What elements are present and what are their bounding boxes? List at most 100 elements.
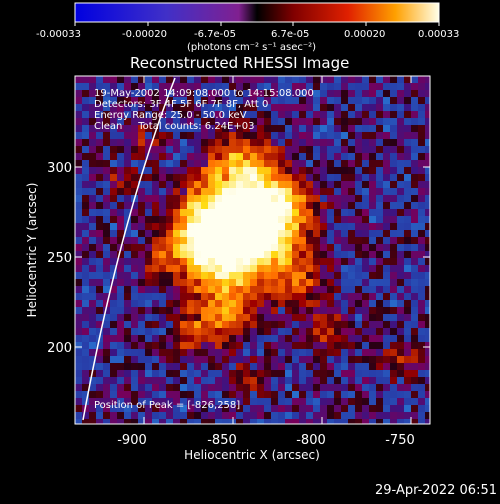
heatmap-cell	[194, 307, 201, 314]
heatmap-cell	[103, 272, 110, 279]
heatmap-cell	[306, 244, 313, 251]
heatmap-cell	[383, 83, 390, 90]
heatmap-cell	[320, 377, 327, 384]
heatmap-cell	[397, 272, 404, 279]
heatmap-cell	[369, 314, 376, 321]
heatmap-cell	[411, 167, 418, 174]
heatmap-cell	[201, 209, 208, 216]
heatmap-cell	[425, 167, 430, 174]
heatmap-cell	[215, 181, 222, 188]
heatmap-cell	[124, 405, 131, 412]
heatmap-cell	[299, 356, 306, 363]
heatmap-cell	[138, 181, 145, 188]
heatmap-cell	[222, 174, 229, 181]
heatmap-cell	[201, 251, 208, 258]
heatmap-cell	[152, 251, 159, 258]
heatmap-cell	[313, 384, 320, 391]
heatmap-cell	[103, 202, 110, 209]
heatmap-cell	[390, 104, 397, 111]
heatmap-cell	[390, 377, 397, 384]
heatmap-cell	[397, 167, 404, 174]
heatmap-cell	[341, 174, 348, 181]
heatmap-cell	[257, 139, 264, 146]
heatmap-cell	[96, 258, 103, 265]
heatmap-cell	[117, 370, 124, 377]
heatmap-cell	[82, 76, 89, 83]
heatmap-cell	[75, 307, 82, 314]
heatmap-cell	[362, 335, 369, 342]
heatmap-cell	[271, 349, 278, 356]
heatmap-cell	[250, 307, 257, 314]
heatmap-cell	[418, 384, 425, 391]
heatmap-cell	[82, 195, 89, 202]
heatmap-cell	[362, 363, 369, 370]
heatmap-cell	[292, 384, 299, 391]
heatmap-cell	[418, 391, 425, 398]
heatmap-cell	[264, 349, 271, 356]
heatmap-cell	[383, 272, 390, 279]
heatmap-cell	[194, 230, 201, 237]
heatmap-cell	[159, 209, 166, 216]
heatmap-cell	[124, 377, 131, 384]
heatmap-cell	[390, 356, 397, 363]
heatmap-cell	[89, 160, 96, 167]
heatmap-cell	[327, 328, 334, 335]
heatmap-cell	[82, 167, 89, 174]
heatmap-cell	[271, 314, 278, 321]
heatmap-cell	[390, 181, 397, 188]
colorbar-tick-label: 0.00033	[418, 29, 459, 40]
heatmap-cell	[194, 244, 201, 251]
heatmap-cell	[306, 349, 313, 356]
heatmap-cell	[82, 251, 89, 258]
heatmap-cell	[299, 342, 306, 349]
heatmap-cell	[376, 104, 383, 111]
heatmap-cell	[194, 160, 201, 167]
heatmap-cell	[215, 286, 222, 293]
heatmap-cell	[236, 391, 243, 398]
heatmap-cell	[299, 412, 306, 419]
heatmap-cell	[390, 132, 397, 139]
heatmap-cell	[257, 223, 264, 230]
heatmap-cell	[383, 412, 390, 419]
heatmap-cell	[418, 97, 425, 104]
heatmap-cell	[376, 398, 383, 405]
heatmap-cell	[404, 384, 411, 391]
heatmap-cell	[355, 125, 362, 132]
heatmap-cell	[194, 188, 201, 195]
heatmap-cell	[355, 293, 362, 300]
heatmap-cell	[138, 412, 145, 419]
heatmap-cell	[264, 300, 271, 307]
heatmap-cell	[173, 335, 180, 342]
heatmap-cell	[208, 384, 215, 391]
heatmap-cell	[82, 181, 89, 188]
heatmap-cell	[257, 209, 264, 216]
heatmap-cell	[180, 370, 187, 377]
heatmap-cell	[152, 174, 159, 181]
heatmap-cell	[348, 104, 355, 111]
heatmap-cell	[369, 300, 376, 307]
heatmap-cell	[229, 244, 236, 251]
heatmap-cell	[194, 321, 201, 328]
heatmap-cell	[145, 83, 152, 90]
heatmap-cell	[131, 132, 138, 139]
heatmap-cell	[96, 419, 103, 424]
heatmap-cell	[243, 153, 250, 160]
heatmap-cell	[383, 307, 390, 314]
heatmap-cell	[180, 356, 187, 363]
heatmap-cell	[418, 286, 425, 293]
heatmap-cell	[278, 349, 285, 356]
heatmap-cell	[152, 104, 159, 111]
heatmap-cell	[201, 167, 208, 174]
heatmap-cell	[215, 223, 222, 230]
heatmap-cell	[117, 363, 124, 370]
heatmap-cell	[222, 209, 229, 216]
heatmap-cell	[278, 265, 285, 272]
heatmap-cell	[264, 412, 271, 419]
heatmap-cell	[383, 279, 390, 286]
heatmap-cell	[110, 363, 117, 370]
heatmap-cell	[257, 216, 264, 223]
heatmap-cell	[124, 237, 131, 244]
heatmap-cell	[222, 251, 229, 258]
heatmap-cell	[355, 209, 362, 216]
x-tick-label: -750	[385, 433, 415, 448]
